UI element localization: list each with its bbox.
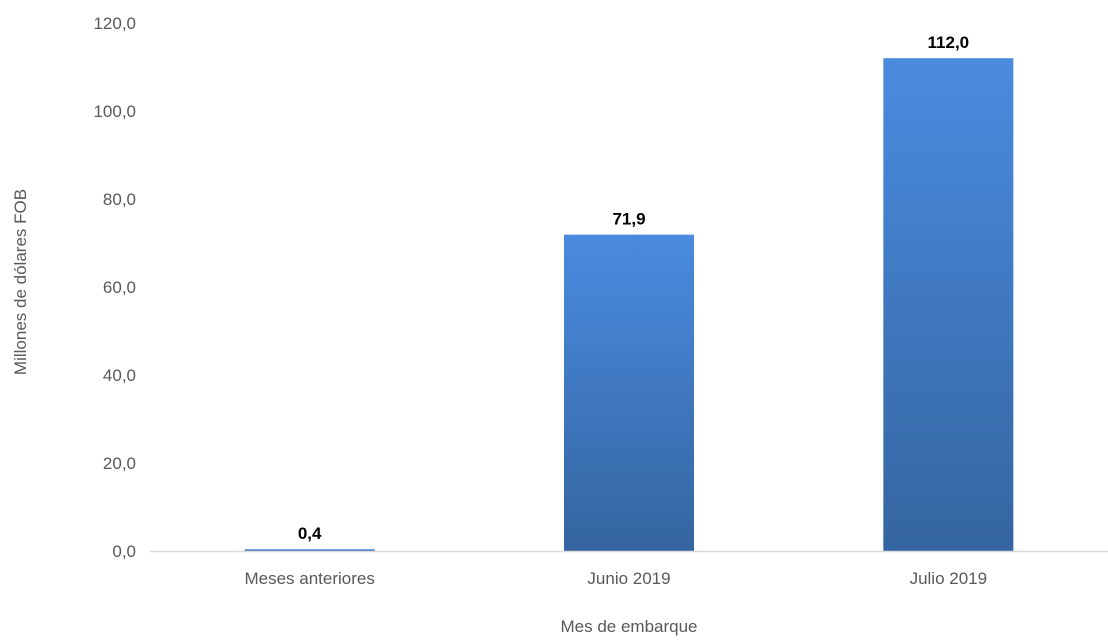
y-axis-title: Millones de dólares FOB: [11, 189, 30, 375]
bar: [883, 58, 1014, 551]
x-axis-title: Mes de embarque: [560, 617, 697, 636]
bar-data-label: 0,4: [298, 524, 322, 543]
y-tick-label: 80,0: [103, 190, 136, 209]
y-tick-label: 120,0: [93, 14, 136, 33]
y-tick-label: 60,0: [103, 278, 136, 297]
bar-data-label: 112,0: [928, 33, 970, 52]
y-tick-label: 40,0: [103, 366, 136, 385]
data-labels-group: 0,4 71,9 112,0: [298, 33, 969, 543]
bar-data-label: 71,9: [612, 210, 645, 229]
bar: [244, 549, 375, 551]
x-tick-label: Junio 2019: [587, 569, 670, 588]
y-tick-label: 0,0: [112, 542, 136, 561]
bars-group: [244, 58, 1014, 551]
x-axis-ticks: Meses anteriores Junio 2019 Julio 2019: [244, 569, 987, 588]
y-axis-ticks: 0,0 20,0 40,0 60,0 80,0 100,0 120,0: [93, 14, 136, 561]
x-tick-label: Meses anteriores: [244, 569, 374, 588]
y-tick-label: 20,0: [103, 454, 136, 473]
x-tick-label: Julio 2019: [910, 569, 988, 588]
bar: [564, 234, 694, 551]
y-tick-label: 100,0: [93, 102, 136, 121]
